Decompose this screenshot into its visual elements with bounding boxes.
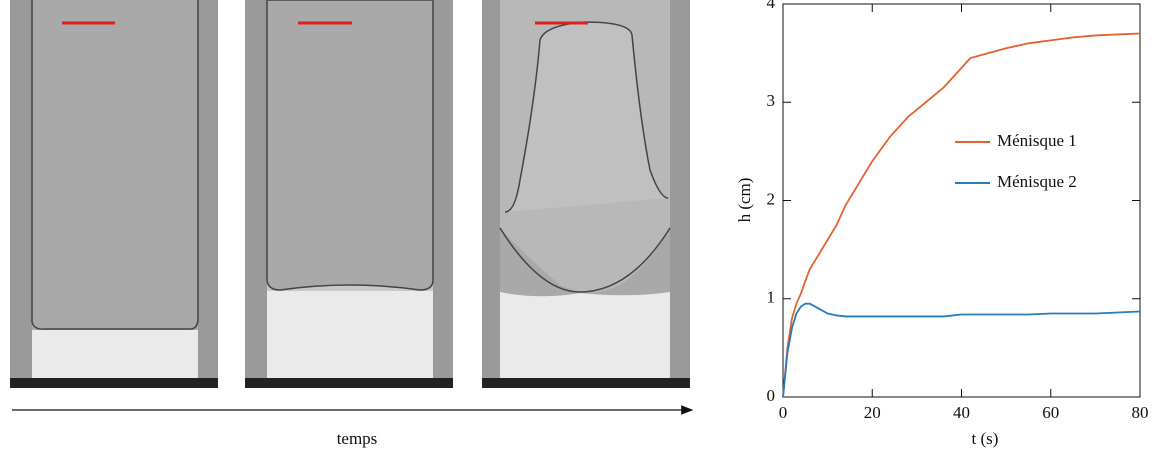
- x-tick-label: 80: [1132, 403, 1149, 422]
- y-axis-label: h (cm): [735, 178, 754, 223]
- x-tick-label: 40: [953, 403, 970, 422]
- caption: temps: [337, 429, 378, 448]
- photo-1: [10, 0, 218, 388]
- y-tick-label: 0: [767, 386, 776, 405]
- photo-3: [482, 0, 690, 388]
- legend-label: Ménisque 1: [997, 131, 1077, 150]
- x-axis-label: t (s): [972, 429, 999, 448]
- x-tick-label: 0: [779, 403, 788, 422]
- plot-frame: [782, 3, 1141, 398]
- x-tick-label: 60: [1042, 403, 1059, 422]
- data-line: [782, 302, 1141, 398]
- photo-2: [245, 0, 453, 388]
- y-tick-label: 4: [767, 0, 776, 12]
- y-tick-label: 3: [767, 91, 776, 110]
- y-tick-label: 2: [767, 189, 776, 208]
- data-line: [782, 32, 1141, 398]
- x-tick-label: 20: [864, 403, 881, 422]
- y-tick-label: 1: [767, 288, 776, 307]
- legend-label: Ménisque 2: [997, 172, 1077, 191]
